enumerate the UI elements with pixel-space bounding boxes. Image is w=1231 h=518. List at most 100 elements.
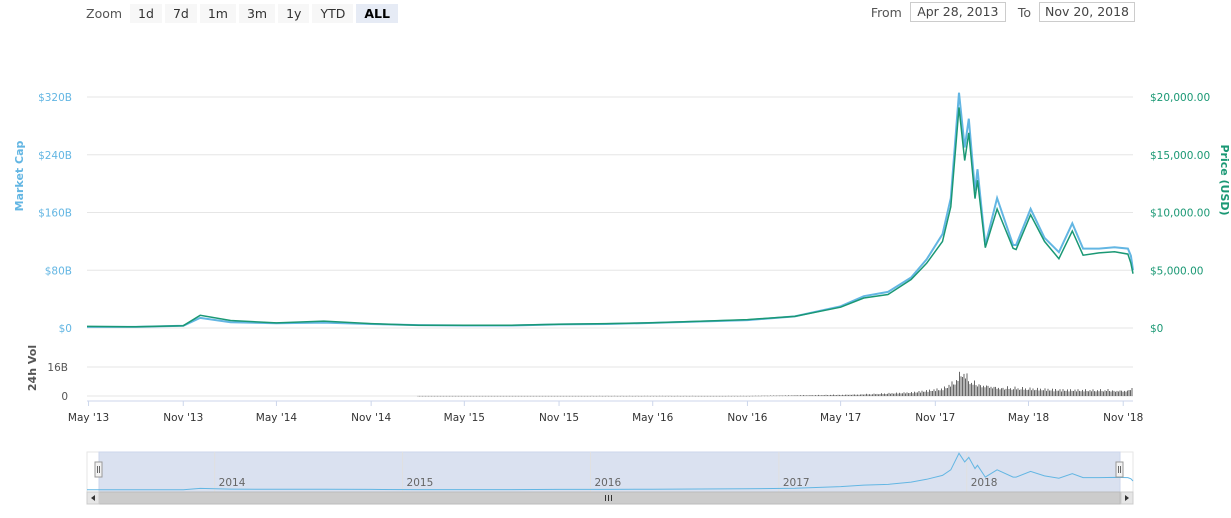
volume-bar [450, 395, 452, 397]
navigator-selection[interactable] [98, 451, 1121, 493]
volume-bar [713, 395, 714, 397]
navigator[interactable]: 2014 2015 2016 2017 2018 [86, 451, 1134, 493]
volume-bar [929, 389, 930, 396]
volume-bar [660, 395, 662, 397]
volume-bar [1083, 391, 1085, 396]
volume-bar [858, 394, 860, 396]
volume-bar [807, 395, 809, 396]
volume-bar [896, 392, 897, 396]
volume-bar [849, 394, 851, 396]
volume-bar [516, 395, 518, 397]
zoom-1m-button[interactable]: 1m [199, 3, 236, 23]
volume-bar [750, 395, 752, 397]
volume-bar [617, 395, 618, 397]
volume-bar [644, 395, 645, 397]
scrollbar-thumb[interactable] [98, 491, 1121, 505]
volume-bar [737, 395, 738, 397]
volume-bar [900, 393, 902, 396]
volume-bar [716, 395, 717, 397]
zoom-ytd-button[interactable]: YTD [312, 3, 354, 23]
volume-bar [803, 395, 804, 396]
volume-bar [423, 395, 425, 397]
volume-bar [866, 393, 867, 396]
volume-bar [594, 395, 596, 397]
volume-bar [833, 394, 834, 396]
x-tick-label: Nov '14 [351, 412, 391, 424]
volume-bar [801, 395, 803, 396]
from-date-input[interactable]: Apr 28, 2013 [909, 2, 1006, 22]
price-line [86, 107, 1134, 328]
volume-bar [909, 393, 911, 396]
volume-bar [795, 395, 797, 396]
volume-bar [777, 395, 779, 396]
volume-bar [656, 395, 657, 397]
volume-bar [912, 393, 914, 396]
zoom-1y-button[interactable]: 1y [278, 3, 310, 23]
volume-bar [876, 393, 878, 396]
volume-bar [447, 395, 449, 397]
volume-bar [680, 395, 681, 397]
price-axis: $0 $5,000.00 $10,000.00 $15,000.00 $20,000.0… [1150, 92, 1210, 335]
market-cap-line [87, 92, 1134, 328]
volume-bar [924, 391, 926, 396]
volume-bar [518, 395, 519, 397]
navigator-year-label: 2015 [407, 477, 434, 489]
volume-bar [857, 394, 858, 396]
volume-bar [987, 385, 989, 396]
volume-bar [653, 395, 654, 397]
volume-bar [698, 395, 699, 397]
x-tick-label: May '14 [256, 412, 298, 424]
volume-bar [1074, 389, 1076, 396]
volume-bar [765, 395, 767, 397]
volume-bar [1023, 389, 1025, 396]
volume-bar [666, 395, 668, 397]
volume-bar [995, 386, 996, 396]
volume-bar [623, 395, 624, 397]
volume-bar [744, 395, 746, 397]
volume-bar [962, 377, 963, 396]
zoom-7d-button[interactable]: 7d [164, 3, 197, 23]
volume-bar [428, 395, 429, 397]
zoom-1d-button[interactable]: 1d [130, 3, 162, 23]
volume-bar [1125, 391, 1127, 396]
volume-bar [494, 395, 495, 397]
navigator-right-handle[interactable] [1115, 461, 1124, 478]
volume-bar [1113, 390, 1115, 396]
scrollbar[interactable] [86, 491, 1134, 505]
volume-bar [1097, 390, 1098, 396]
volume-bar [1025, 388, 1026, 396]
market-cap-tick-label: $0 [59, 323, 72, 335]
to-date-input[interactable]: Nov 20, 2018 [1039, 2, 1135, 22]
volume-bar [468, 395, 470, 397]
volume-bar [1091, 391, 1092, 396]
x-tick-label: Nov '17 [915, 412, 955, 424]
volume-bar [836, 395, 837, 396]
volume-bars [417, 371, 1133, 397]
navigator-left-handle[interactable] [94, 461, 103, 478]
volume-bar [1128, 390, 1130, 396]
volume-bar [839, 394, 840, 396]
volume-bar [899, 392, 900, 396]
volume-bar [476, 395, 477, 397]
volume-bar [992, 388, 993, 396]
volume-bar [852, 394, 854, 396]
volume-bar [453, 395, 455, 397]
volume-bar [764, 395, 765, 397]
volume-bar [537, 395, 539, 397]
volume-bar [567, 395, 569, 397]
zoom-3m-button[interactable]: 3m [238, 3, 276, 23]
volume-bar [752, 395, 753, 397]
volume-bar [969, 384, 971, 396]
volume-bar [531, 395, 533, 397]
volume-bar [915, 392, 917, 396]
volume-bar [723, 395, 725, 397]
volume-bar [963, 373, 965, 396]
volume-bar [1080, 391, 1082, 396]
volume-bar [684, 395, 686, 397]
volume-bar [878, 394, 879, 396]
volume-bar [837, 394, 839, 396]
volume-bar [498, 395, 500, 397]
x-tick-label: May '17 [820, 412, 861, 424]
zoom-all-button[interactable]: ALL [356, 3, 398, 23]
volume-bar [827, 395, 828, 396]
